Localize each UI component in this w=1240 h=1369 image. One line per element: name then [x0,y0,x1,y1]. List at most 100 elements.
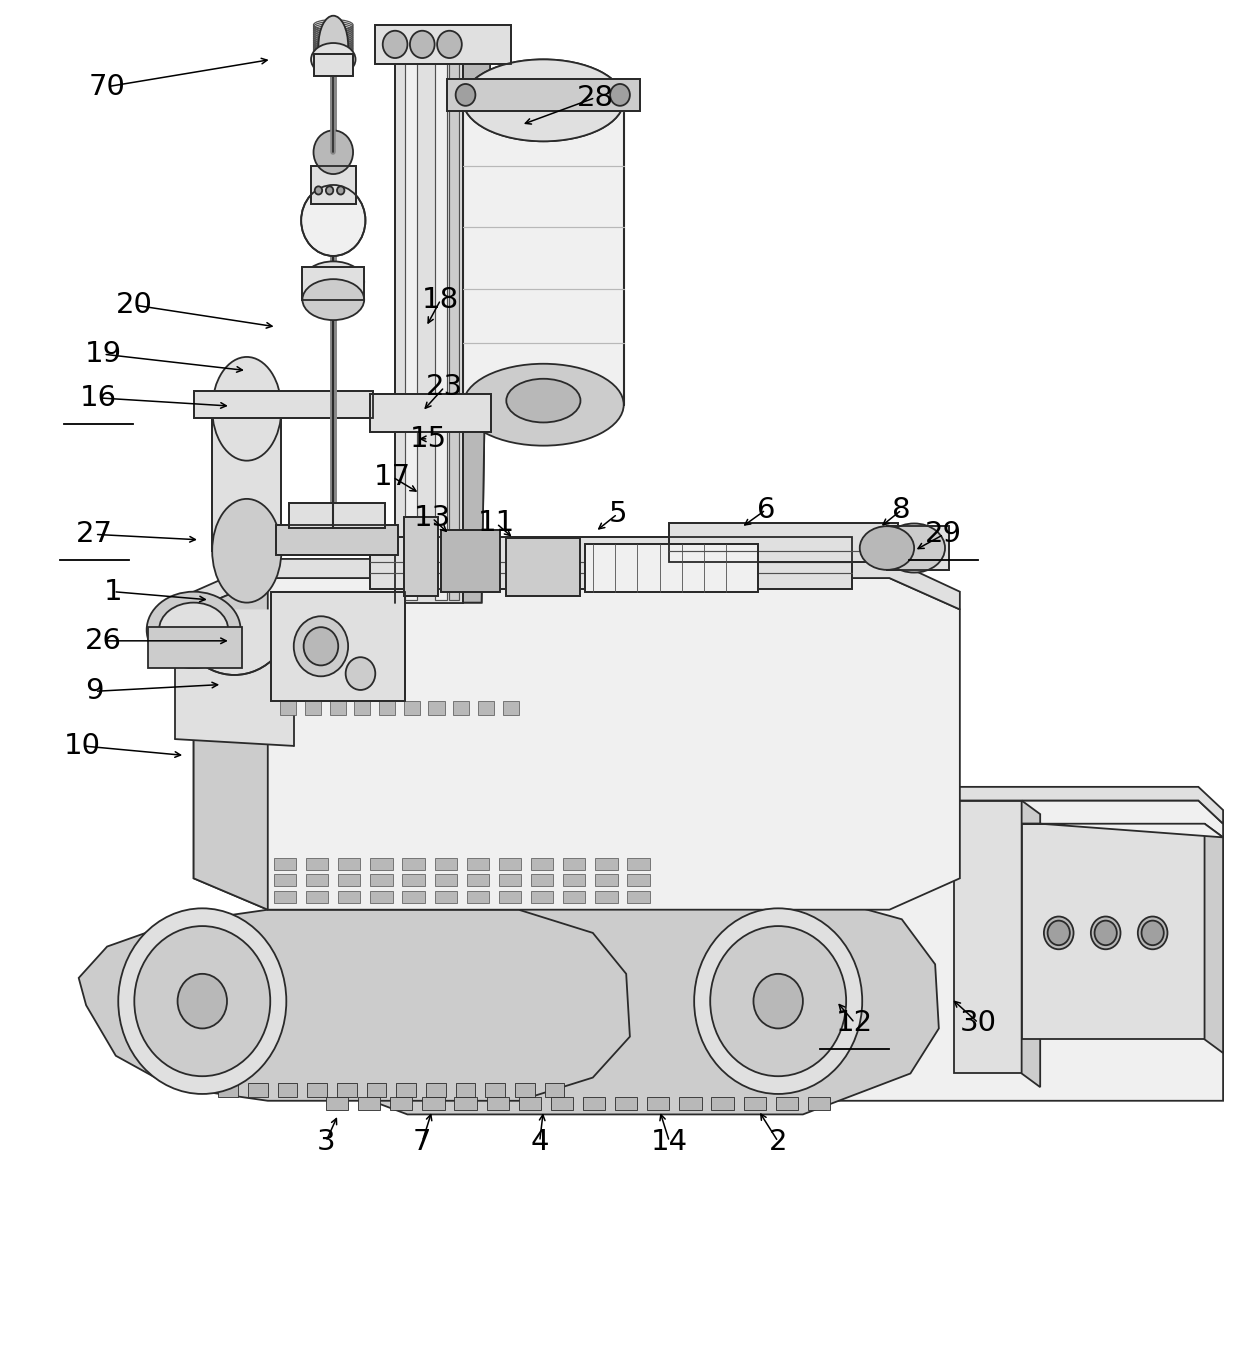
Bar [429,701,444,715]
Text: 30: 30 [960,1009,997,1036]
Bar [531,891,553,904]
Bar [339,875,361,887]
Text: 12: 12 [836,1009,873,1036]
Bar [776,1097,799,1110]
Bar [423,1097,444,1110]
Ellipse shape [212,498,281,602]
Bar [218,1083,238,1097]
Bar [314,53,353,75]
Text: 7: 7 [413,1128,432,1155]
Bar [435,875,456,887]
Bar [306,875,329,887]
Bar [289,502,386,527]
Polygon shape [175,609,294,746]
Ellipse shape [383,30,408,57]
Bar [446,78,640,111]
Text: 16: 16 [79,383,117,412]
Text: 4: 4 [531,1128,549,1155]
Text: 23: 23 [427,372,463,401]
Bar [466,858,489,871]
Bar [311,166,356,204]
Bar [531,858,553,871]
Bar [277,524,398,554]
Bar [518,1097,541,1110]
Ellipse shape [319,15,348,75]
Ellipse shape [337,186,345,194]
Bar [744,1097,766,1110]
Text: 14: 14 [651,1128,688,1155]
Text: 9: 9 [86,678,104,705]
Polygon shape [193,559,960,609]
Bar [277,524,398,554]
Text: 1: 1 [104,578,123,605]
Bar [278,1083,298,1097]
Bar [440,530,500,591]
Polygon shape [280,893,939,1114]
Text: 8: 8 [893,496,911,524]
Bar [248,1083,268,1097]
Ellipse shape [463,59,624,141]
Bar [670,523,898,561]
Bar [455,1083,475,1097]
Bar [272,591,405,701]
Ellipse shape [311,42,356,75]
Bar [954,801,1022,1073]
Bar [435,858,456,871]
Bar [339,858,361,871]
Bar [531,875,553,887]
Text: 13: 13 [413,504,451,533]
Bar [1022,824,1204,1039]
Bar [193,392,373,419]
Polygon shape [193,578,268,909]
Bar [627,875,650,887]
Bar [595,875,618,887]
Bar [435,60,446,600]
Text: 26: 26 [84,627,122,654]
Bar [485,1083,505,1097]
Text: 27: 27 [77,520,113,549]
Text: 10: 10 [64,732,100,760]
Bar [371,891,393,904]
Polygon shape [193,578,960,909]
Text: 3: 3 [316,1128,335,1155]
Bar [371,394,491,433]
Bar [446,78,640,111]
Ellipse shape [711,925,846,1076]
Bar [314,53,353,75]
Bar [463,100,624,405]
Ellipse shape [410,30,435,57]
Bar [330,701,346,715]
Polygon shape [78,909,630,1101]
Text: 19: 19 [84,341,122,368]
Bar [466,875,489,887]
Bar [585,543,759,591]
Polygon shape [1204,824,1223,1053]
Ellipse shape [436,30,461,57]
Polygon shape [420,56,490,602]
Text: 15: 15 [410,424,446,453]
Bar [371,537,852,589]
Bar [371,394,491,433]
Ellipse shape [304,627,339,665]
Text: 29: 29 [925,520,962,549]
Ellipse shape [463,59,624,141]
Ellipse shape [146,591,241,668]
Ellipse shape [346,657,376,690]
Polygon shape [463,56,490,602]
Bar [544,1083,564,1097]
Bar [563,858,585,871]
Bar [212,409,281,550]
Ellipse shape [883,523,945,572]
Bar [595,891,618,904]
Ellipse shape [301,185,366,256]
Ellipse shape [315,186,322,194]
Bar [427,1083,445,1097]
Ellipse shape [159,602,228,657]
Bar [358,1097,381,1110]
Bar [306,858,329,871]
Ellipse shape [694,909,862,1094]
Bar [404,516,438,596]
Bar [326,1097,348,1110]
Bar [498,858,521,871]
Text: 28: 28 [577,84,614,112]
